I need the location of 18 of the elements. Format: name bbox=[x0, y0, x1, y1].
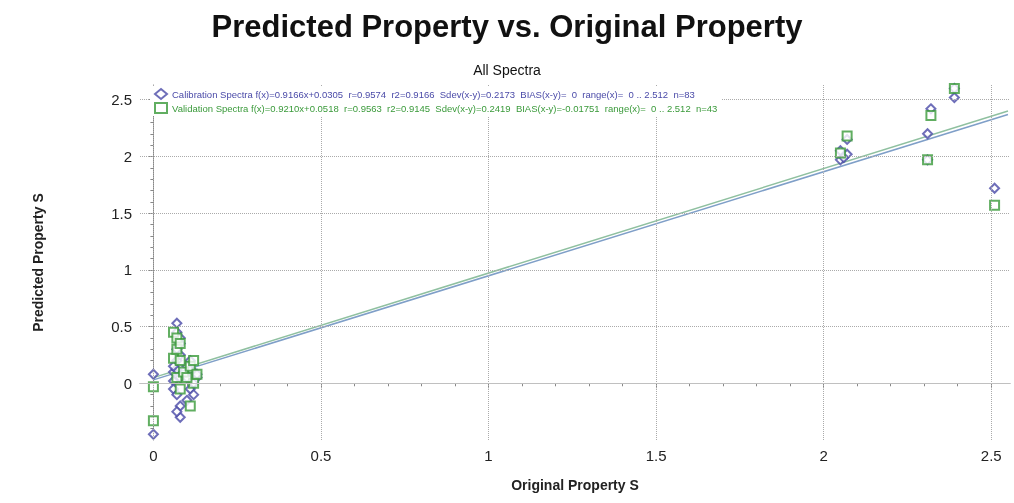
chart-subtitle: All Spectra bbox=[473, 62, 542, 78]
y-tick-label: 2 bbox=[123, 147, 132, 165]
y-tick-label: 2.5 bbox=[111, 91, 132, 109]
legend-label: Calibration Spectra f(x)=0.9166x+0.0305 r=0.9574 r2=0.9166 Sdev(x-y)=0.2173 BIAS(x-y)= 0 range(x)= 0 .. 2.512 n=83 bbox=[172, 88, 695, 100]
x-tick-label: 2 bbox=[819, 447, 828, 464]
chart-title: Predicted Property vs. Original Property bbox=[211, 9, 804, 44]
y-tick-label: 0 bbox=[123, 374, 132, 392]
x-axis-title: Original Property S bbox=[511, 477, 639, 493]
x-tick-label: 0.5 bbox=[310, 447, 332, 464]
x-tick-label: 2.5 bbox=[980, 447, 1002, 464]
y-axis-title: Predicted Property S bbox=[30, 193, 46, 332]
y-tick-label: 1 bbox=[123, 261, 132, 279]
x-tick-label: 0 bbox=[149, 447, 158, 464]
x-tick-label: 1 bbox=[484, 447, 493, 464]
x-tick-label: 1.5 bbox=[645, 447, 667, 464]
y-tick-label: 1.5 bbox=[111, 204, 132, 222]
y-tick-label: 0.5 bbox=[111, 318, 132, 336]
legend-label: Validation Spectra f(x)=0.9210x+0.0518 r=0.9563 r2=0.9145 Sdev(x-y)=0.2419 BIAS(x-y)=-0.01751 range(x)= 0 .. 2.512 n=43 bbox=[172, 102, 718, 114]
